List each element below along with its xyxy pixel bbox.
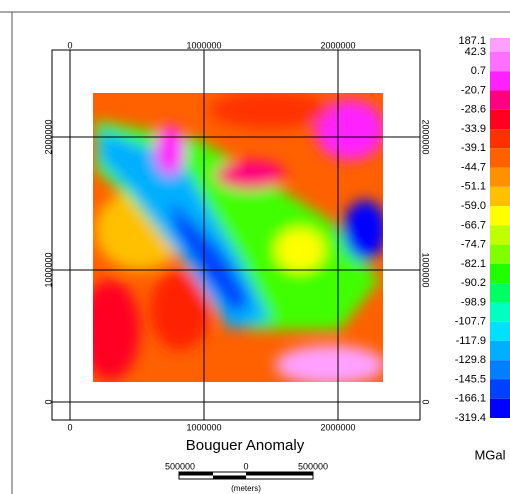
legend-label: -166.1 [455, 393, 486, 405]
legend-swatch [490, 360, 510, 379]
legend-unit: MGal [474, 447, 505, 462]
legend-label: -59.0 [461, 200, 486, 212]
grid-label: 1000000 [186, 422, 221, 432]
legend-swatch [490, 399, 510, 418]
grid-label: 1000000 [43, 252, 53, 287]
map-title: Bouguer Anomaly [186, 437, 305, 454]
grid-label: 2000000 [421, 119, 431, 154]
legend-swatch [490, 91, 510, 110]
grid-label: 1000000 [421, 252, 431, 287]
legend-swatch [490, 206, 510, 225]
legend-label: -66.7 [461, 219, 486, 231]
legend-swatch [490, 38, 510, 52]
legend-swatch [490, 71, 510, 90]
legend-label: -98.9 [461, 296, 486, 308]
scale-label: 0 [243, 461, 248, 471]
map-figure: Bouguer Anomaly MGal 500000 0 500000 (me… [0, 0, 510, 494]
legend-swatch [490, 129, 510, 148]
legend-label: -107.7 [455, 316, 486, 328]
grid-label: 0 [67, 40, 72, 50]
legend-swatch [490, 322, 510, 341]
legend-label: -39.1 [461, 142, 486, 154]
anomaly-raster [80, 92, 387, 385]
legend-label: -20.7 [461, 84, 486, 96]
grid-label: 2000000 [320, 40, 355, 50]
legend-label: -319.4 [455, 412, 486, 424]
legend-label: -145.5 [455, 373, 486, 385]
legend-label: 42.3 [465, 46, 486, 58]
legend-label: -33.9 [461, 123, 486, 135]
legend-swatch [490, 225, 510, 244]
legend-swatch [490, 379, 510, 398]
legend-label: -129.8 [455, 354, 486, 366]
legend-swatch [490, 52, 510, 71]
scale-unit: (meters) [231, 484, 261, 493]
grid-label: 0 [43, 399, 53, 404]
legend-swatch [490, 341, 510, 360]
legend-swatch [490, 148, 510, 167]
legend-swatch [490, 302, 510, 321]
scale-label: 500000 [165, 461, 195, 471]
scale-bar [179, 472, 313, 479]
grid-label: 2000000 [43, 119, 53, 154]
legend-label: -74.7 [461, 239, 486, 251]
grid-label: 2000000 [320, 422, 355, 432]
legend-label: -117.9 [456, 335, 486, 347]
grid-label: 0 [67, 422, 72, 432]
legend-label: 0.7 [471, 65, 486, 77]
legend-label: -82.1 [461, 258, 486, 270]
grid-label: 1000000 [186, 40, 221, 50]
legend-label: -44.7 [461, 161, 486, 173]
scale-label: 500000 [298, 461, 328, 471]
grid-label: 0 [421, 399, 431, 404]
legend-swatch [490, 187, 510, 206]
legend-swatch [490, 245, 510, 264]
legend-swatch [490, 110, 510, 129]
legend-label: -90.2 [461, 277, 486, 289]
legend-swatch [490, 168, 510, 187]
legend-label: -28.6 [461, 104, 486, 116]
legend-label: -51.1 [461, 181, 486, 193]
legend-swatch [490, 283, 510, 302]
legend-swatch [490, 264, 510, 283]
